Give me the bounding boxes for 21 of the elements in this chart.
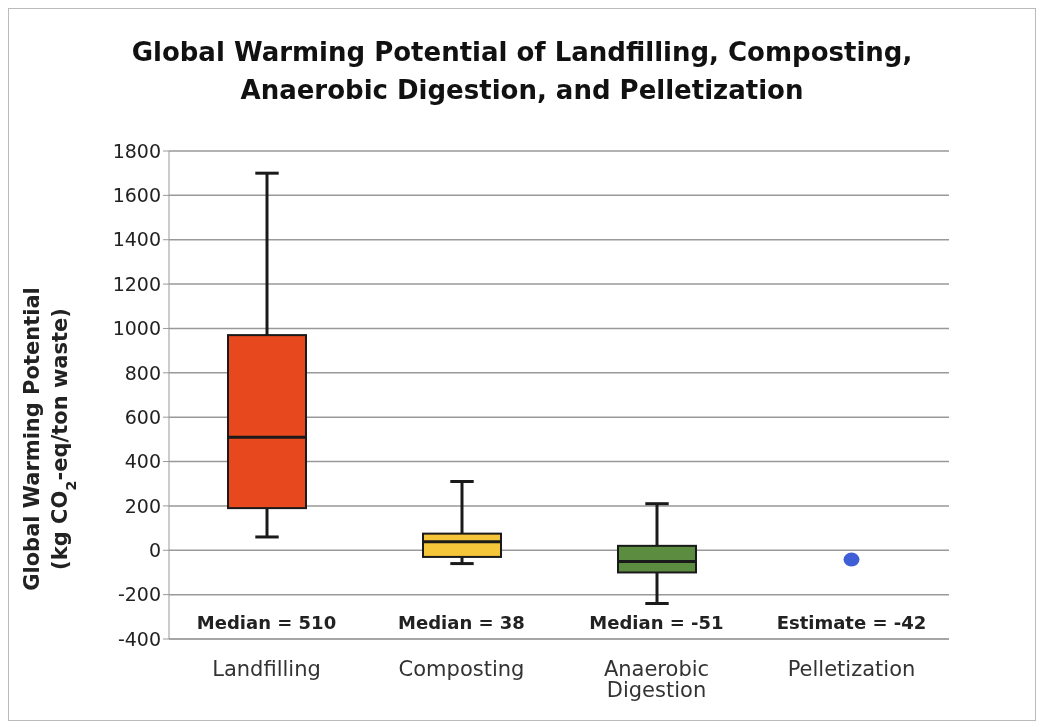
- x-tick-label: Pelletization: [787, 656, 916, 681]
- y-tick-label: 600: [124, 405, 161, 428]
- x-tick-label: Composting: [398, 656, 525, 681]
- y-tick-label: -200: [117, 583, 161, 606]
- y-tick-label: 400: [124, 450, 161, 473]
- x-tick-label: Landfilling: [212, 656, 321, 681]
- y-tick-label: -400: [117, 627, 161, 650]
- y-tick-label: 0: [148, 539, 161, 562]
- chart-title: Global Warming Potential of Landfilling, Composting, Anaerobic Digestion, and Pelletization: [130, 36, 914, 107]
- y-tick-label: 1800: [112, 139, 161, 162]
- y-tick-label: 1000: [112, 317, 161, 340]
- y-tick-label: 800: [124, 361, 161, 384]
- annotation: Median = -51: [589, 612, 724, 633]
- y-tick-label: 1200: [112, 272, 161, 295]
- annotation: Estimate = -42: [776, 612, 927, 633]
- annotation: Median = 510: [196, 612, 337, 633]
- x-tick-label: Anaerobic Digestion: [603, 656, 710, 702]
- y-tick-label: 1400: [112, 228, 161, 251]
- annotation: Median = 38: [398, 612, 525, 633]
- y-tick-label: 200: [124, 494, 161, 517]
- y-tick-label: 1600: [112, 184, 161, 207]
